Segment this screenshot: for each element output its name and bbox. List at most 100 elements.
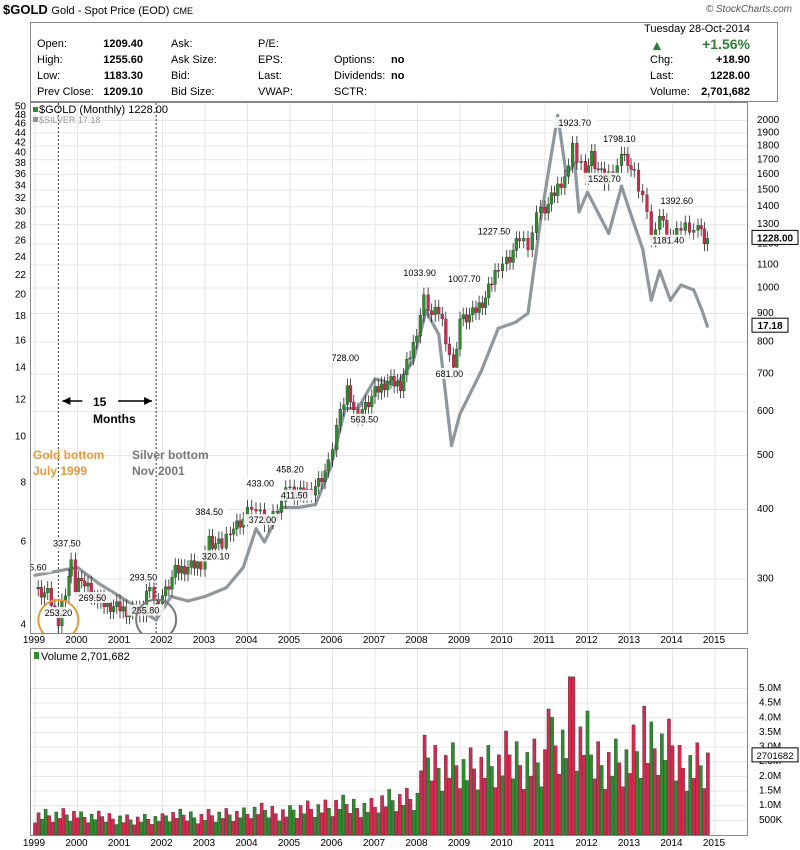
volume-axis-tick: 3.5M	[759, 727, 781, 738]
gold-candle	[563, 176, 567, 188]
silver-axis-tick: 26	[15, 236, 27, 247]
price-label-bg	[472, 225, 516, 237]
price-label-text: 433.00	[246, 478, 274, 488]
gold-candle	[170, 577, 174, 590]
gold-candle	[173, 565, 177, 578]
silver-series-segment	[479, 326, 500, 373]
volume-bar	[380, 795, 384, 835]
volume-bar	[341, 794, 345, 835]
year-tick: 2015	[703, 635, 726, 646]
price-label-bg	[597, 133, 641, 145]
gold-candle	[238, 520, 242, 528]
gold-candle	[468, 314, 472, 323]
symbol-description: Gold - Spot Price (EOD)	[51, 5, 170, 17]
gold-candle	[579, 161, 583, 163]
gold-axis-tick: 2000	[757, 115, 780, 126]
volume-bar	[36, 812, 41, 835]
volume-bar	[143, 813, 147, 835]
gold-axis-tick: 1300	[757, 219, 780, 230]
price-label-text: 253.20	[45, 608, 73, 618]
gold-candle	[232, 528, 236, 535]
silver-series-segment	[496, 320, 517, 330]
volume-bar	[568, 676, 572, 835]
gold-candle	[549, 192, 553, 205]
price-chart[interactable]: 305.60 337.50 253.20 269.50 293.50 255.80 320.…	[30, 102, 748, 634]
silver-series-segment	[607, 184, 624, 236]
exchange: CME	[173, 6, 194, 16]
silver-axis-tick: 50	[15, 102, 27, 113]
gold-candle	[196, 561, 200, 569]
gold-candle	[687, 222, 692, 233]
gold-candle	[623, 153, 627, 156]
gold-candle	[553, 192, 557, 196]
price-label: 1181.40	[646, 234, 690, 246]
price-label-text: 1007.70	[448, 274, 481, 284]
silver-series-segment	[679, 283, 696, 292]
gold-candle	[112, 606, 116, 612]
price-label: 293.50	[124, 571, 163, 583]
volume-bar	[157, 821, 161, 835]
volume-bar	[394, 811, 398, 835]
volume-bar	[47, 815, 51, 835]
price-label-bg	[190, 506, 229, 518]
volume-bar	[585, 710, 590, 835]
price-label: 563.50	[345, 413, 384, 425]
volume-bar	[121, 822, 126, 835]
last-value: 1228.00	[710, 70, 750, 82]
volume-bar	[699, 765, 703, 835]
price-label-text: 728.00	[331, 353, 359, 363]
options-value: no	[391, 54, 405, 66]
gold-candle	[508, 256, 512, 263]
chg-label: Chg:	[650, 54, 674, 66]
volume-bar	[536, 762, 540, 835]
volume-bar	[376, 812, 381, 835]
gold-candle	[411, 341, 415, 359]
price-label: 1923.70	[553, 116, 597, 128]
symbol-title: $GOLD Gold - Spot Price (EOD) CME	[3, 2, 193, 17]
gold-candle	[199, 561, 203, 570]
silver-axis-tick: 24	[15, 252, 27, 263]
brand-logo[interactable]: © StockCharts.com	[705, 4, 792, 15]
volume-bar	[518, 765, 522, 835]
gold-candle	[658, 216, 662, 230]
volume-bar	[398, 794, 402, 835]
volume-bar	[235, 811, 239, 835]
volume-bar	[543, 749, 547, 835]
price-label-bg	[48, 537, 86, 549]
price-label-bg	[73, 591, 112, 603]
price-label-text: 372.00	[249, 515, 277, 525]
volume-bar	[670, 745, 675, 835]
volume-year-tick: 2011	[533, 838, 555, 849]
silver-series-segment	[585, 190, 611, 236]
gold-axis-tick: 600	[757, 406, 774, 417]
gold-candle	[514, 238, 518, 251]
volume-bar	[355, 808, 360, 835]
ask-label: Ask:	[171, 38, 193, 50]
gold-candle	[370, 396, 374, 407]
volume-chart[interactable]: Volume 2,701,682	[30, 648, 748, 836]
open-value: 1209.40	[103, 38, 143, 50]
gold-candle	[632, 169, 636, 171]
volume-bar	[185, 820, 190, 835]
volume-axis-tick: 4.5M	[759, 698, 781, 709]
volume-bar	[607, 752, 611, 835]
gold-candle	[645, 194, 649, 212]
price-label: 372.00	[243, 514, 282, 526]
volume-bar	[284, 816, 289, 835]
gold-candle	[320, 478, 324, 482]
last-volume-value: 2701682	[757, 751, 794, 762]
silver-series-segment	[449, 412, 462, 448]
price-label-bg	[243, 514, 282, 526]
gold-candle	[511, 250, 515, 263]
gold-candle	[63, 595, 68, 601]
gold-candle	[405, 359, 409, 376]
volume-axis-tick: 1.5M	[759, 786, 781, 797]
volume-label: Volume:	[650, 86, 690, 98]
volume-bar	[645, 763, 650, 835]
price-label-bg	[124, 571, 163, 583]
volume-bar	[79, 811, 83, 835]
volume-bar	[128, 819, 133, 835]
price-label-text: 681.00	[436, 369, 464, 379]
gold-candle	[661, 216, 665, 221]
volume-chart-svg: Volume 2,701,682	[31, 649, 747, 835]
